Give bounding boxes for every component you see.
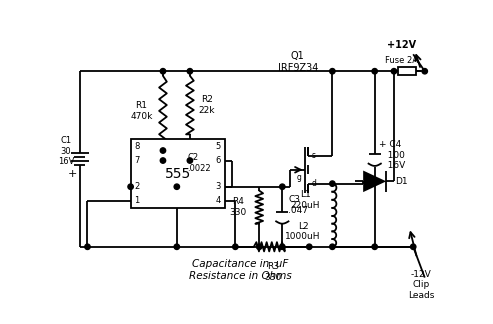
Circle shape [256, 244, 262, 249]
Text: -12V
Clip
Leads: -12V Clip Leads [408, 270, 434, 300]
Text: g: g [297, 173, 302, 182]
Text: Fuse 2A: Fuse 2A [385, 56, 418, 65]
Text: C1
30
16V: C1 30 16V [58, 136, 74, 166]
Text: 7: 7 [134, 156, 140, 165]
Circle shape [411, 244, 416, 249]
Circle shape [372, 244, 378, 249]
Circle shape [233, 244, 238, 249]
Text: +12V: +12V [387, 40, 416, 51]
Text: 2: 2 [134, 182, 140, 191]
Text: R4
330: R4 330 [229, 197, 246, 217]
Text: 3: 3 [216, 182, 221, 191]
Text: C2
.0022: C2 .0022 [188, 153, 211, 173]
Text: 1: 1 [134, 196, 140, 205]
Text: L1
220uH: L1 220uH [291, 190, 320, 210]
Circle shape [280, 184, 285, 190]
Circle shape [391, 68, 397, 74]
Circle shape [85, 244, 90, 249]
Text: R2
22k: R2 22k [199, 95, 215, 115]
Circle shape [128, 184, 133, 190]
Text: D1: D1 [395, 177, 408, 186]
Circle shape [422, 68, 427, 74]
Text: Q1
IRF9Z34: Q1 IRF9Z34 [278, 51, 318, 73]
Text: 8: 8 [134, 142, 140, 151]
Circle shape [280, 244, 285, 249]
Circle shape [174, 184, 179, 190]
Text: 6: 6 [216, 156, 221, 165]
Text: d: d [312, 179, 317, 188]
Circle shape [160, 148, 166, 153]
Text: s: s [312, 151, 316, 160]
Text: 4: 4 [216, 196, 221, 205]
Circle shape [160, 68, 166, 74]
Circle shape [174, 244, 179, 249]
Text: +: + [68, 169, 77, 179]
Circle shape [187, 68, 193, 74]
Text: + C4
   100
   16V: + C4 100 16V [379, 140, 405, 170]
Text: C3
.047: C3 .047 [288, 195, 309, 215]
Polygon shape [363, 170, 386, 192]
Text: Capacitance in  uF
Resistance in Ohms: Capacitance in uF Resistance in Ohms [189, 259, 291, 281]
Text: R1
470k: R1 470k [130, 101, 153, 121]
Text: 5: 5 [216, 142, 221, 151]
Bar [131, 139, 224, 208]
Text: 555: 555 [165, 167, 191, 181]
Circle shape [330, 244, 335, 249]
Circle shape [160, 158, 166, 163]
Text: R3
330: R3 330 [264, 262, 282, 282]
Circle shape [307, 244, 312, 249]
Circle shape [372, 68, 378, 74]
Bar [398, 67, 416, 75]
Circle shape [330, 68, 335, 74]
Circle shape [187, 158, 193, 163]
Text: L2
1000uH: L2 1000uH [285, 222, 321, 241]
Circle shape [330, 181, 335, 186]
